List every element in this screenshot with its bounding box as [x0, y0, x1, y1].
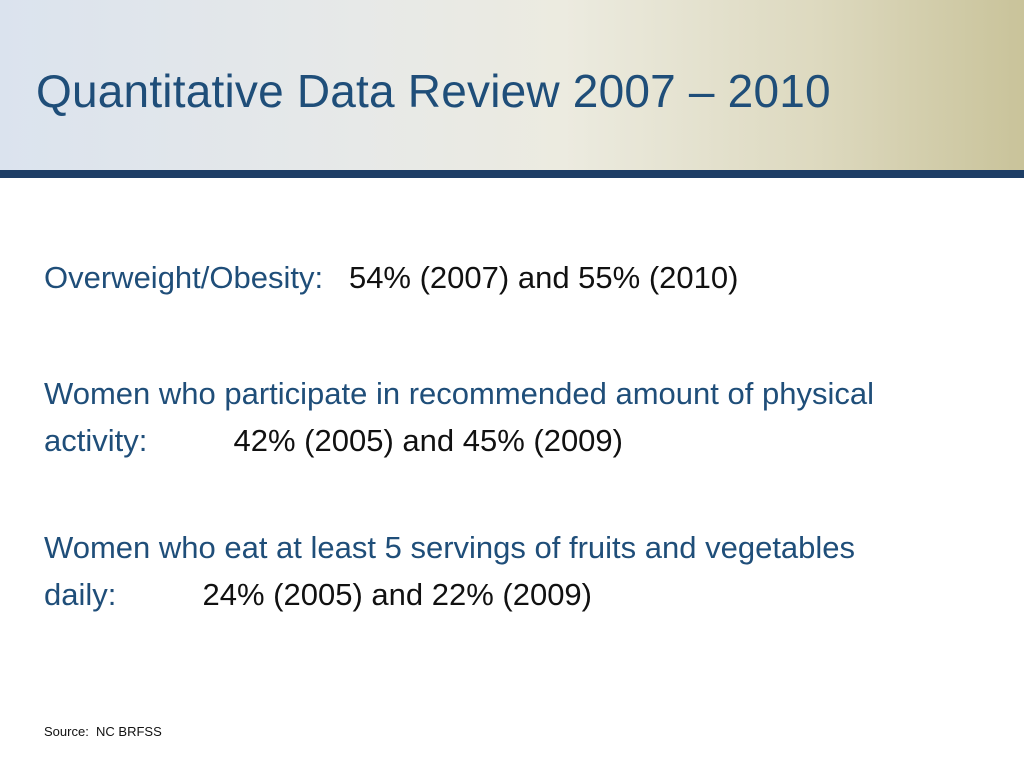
stat-physical-activity: Women who participate in recommended amo…: [44, 370, 984, 464]
stat-overweight-obesity: Overweight/Obesity: 54% (2007) and 55% (…: [44, 254, 984, 301]
source-citation: Source: NC BRFSS: [44, 724, 162, 739]
stat-label: Overweight/Obesity:: [44, 260, 324, 295]
stat-value: 54% (2007) and 55% (2010): [348, 260, 739, 295]
title-banner: Quantitative Data Review 2007 – 2010: [0, 0, 1024, 170]
title-divider: [0, 170, 1024, 178]
slide-title: Quantitative Data Review 2007 – 2010: [36, 65, 831, 117]
stat-label: Women who participate in recommended amo…: [44, 376, 874, 458]
stat-label: Women who eat at least 5 servings of fru…: [44, 530, 856, 612]
stat-value: 42% (2005) and 45% (2009): [233, 423, 623, 458]
stat-fruits-vegetables: Women who eat at least 5 servings of fru…: [44, 524, 984, 618]
stat-value: 24% (2005) and 22% (2009): [202, 577, 592, 612]
